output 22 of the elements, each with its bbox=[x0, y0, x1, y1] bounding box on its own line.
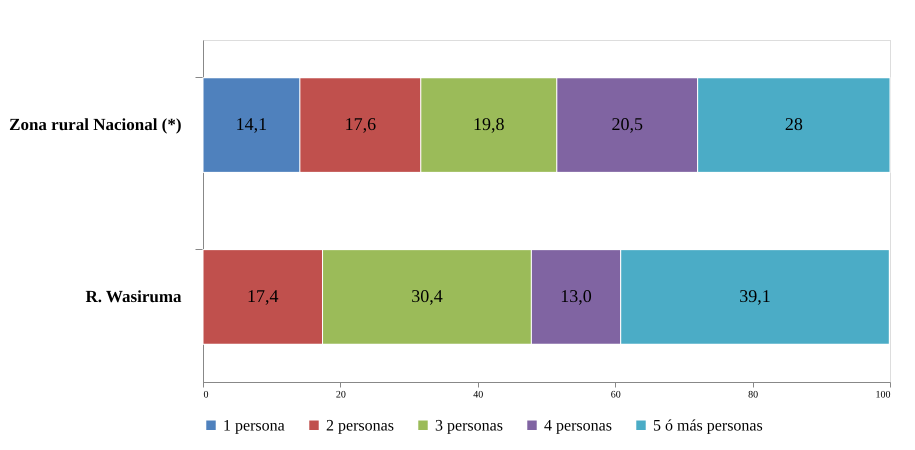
legend-label: 2 personas bbox=[326, 417, 394, 434]
data-label: 39,1 bbox=[739, 286, 771, 306]
data-label: 19,8 bbox=[473, 114, 505, 134]
y-tick-label: Zona rural Nacional (*) bbox=[9, 115, 182, 134]
x-tick-label: 20 bbox=[336, 390, 346, 400]
data-label: 30,4 bbox=[411, 286, 443, 306]
data-label: 14,1 bbox=[236, 114, 268, 134]
data-label: 28 bbox=[784, 114, 803, 134]
x-tick-label: 100 bbox=[876, 390, 890, 400]
legend-label: 1 persona bbox=[223, 417, 285, 434]
data-label: 20,5 bbox=[611, 114, 643, 134]
x-tick-label: 40 bbox=[473, 390, 484, 400]
data-label: 17,6 bbox=[344, 114, 376, 134]
y-tick-label: R. Wasiruma bbox=[85, 286, 182, 306]
legend-label: 3 personas bbox=[435, 417, 503, 434]
data-label: 13,0 bbox=[560, 286, 592, 306]
data-label: 17,4 bbox=[247, 286, 279, 306]
x-tick-label: 80 bbox=[748, 390, 758, 400]
x-tick-label: 60 bbox=[610, 390, 621, 400]
x-tick-label: 0 bbox=[204, 390, 208, 400]
legend-label: 5 ó más personas bbox=[653, 417, 763, 434]
legend-label: 4 personas bbox=[544, 417, 612, 434]
